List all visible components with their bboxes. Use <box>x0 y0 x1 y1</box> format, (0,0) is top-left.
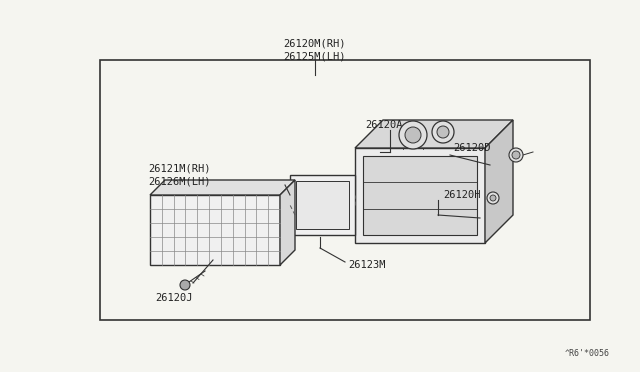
Bar <box>296 181 349 229</box>
Polygon shape <box>280 180 295 265</box>
Circle shape <box>490 195 496 201</box>
Bar <box>150 195 280 265</box>
Circle shape <box>437 126 449 138</box>
Bar <box>355 148 485 243</box>
Circle shape <box>180 280 190 290</box>
Text: 26120A: 26120A <box>365 120 403 130</box>
Circle shape <box>509 148 523 162</box>
Polygon shape <box>485 120 513 243</box>
Circle shape <box>487 192 499 204</box>
Text: 26123M: 26123M <box>348 260 385 270</box>
Text: 26120M(RH)
26125M(LH): 26120M(RH) 26125M(LH) <box>284 38 346 61</box>
Polygon shape <box>355 120 513 148</box>
Circle shape <box>399 121 427 149</box>
Polygon shape <box>150 180 295 195</box>
Text: 26120H: 26120H <box>443 190 481 200</box>
Bar <box>363 156 477 235</box>
Text: 26121M(RH)
26126M(LH): 26121M(RH) 26126M(LH) <box>148 163 211 187</box>
Circle shape <box>512 151 520 159</box>
Text: ^R6'*0056: ^R6'*0056 <box>565 349 610 358</box>
Text: 26120D: 26120D <box>453 143 490 153</box>
Circle shape <box>432 121 454 143</box>
Text: 26120J: 26120J <box>155 293 193 303</box>
Bar <box>100 60 590 320</box>
Bar <box>290 175 355 235</box>
Circle shape <box>405 127 421 143</box>
